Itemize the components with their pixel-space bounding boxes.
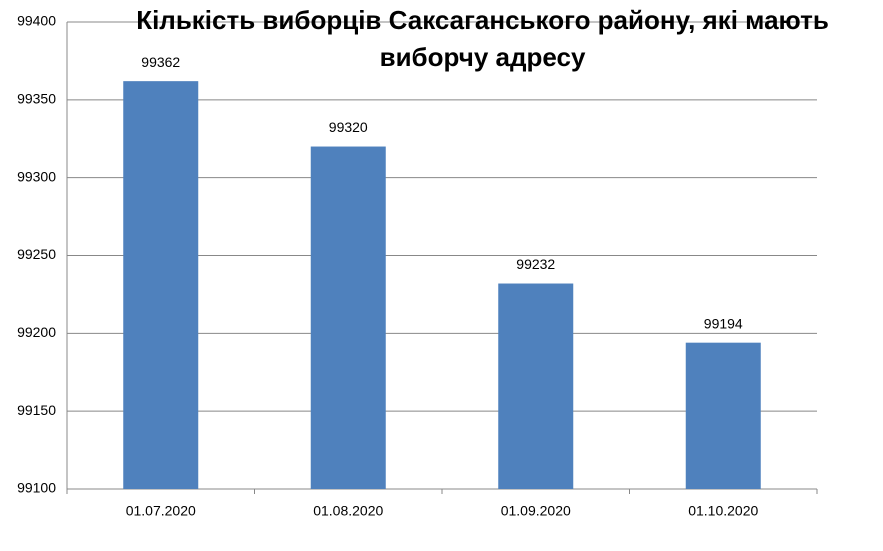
value-label: 99194 xyxy=(704,315,743,331)
y-tick-label: 99100 xyxy=(17,480,56,496)
x-tick-label: 01.08.2020 xyxy=(313,503,383,519)
y-tick-label: 99400 xyxy=(17,13,56,29)
bar xyxy=(498,283,574,489)
bar xyxy=(685,342,761,489)
y-tick-label: 99300 xyxy=(17,168,56,184)
y-tick-label: 99200 xyxy=(17,324,56,340)
value-label: 99232 xyxy=(516,256,555,272)
chart-title: Кількість виборців Саксаганського району… xyxy=(136,5,829,72)
bar xyxy=(310,146,386,490)
y-tick-label: 99250 xyxy=(17,246,56,262)
x-tick-label: 01.09.2020 xyxy=(501,503,571,519)
value-label: 99362 xyxy=(141,54,180,70)
bar xyxy=(123,81,199,490)
x-tick-label: 01.10.2020 xyxy=(688,503,758,519)
x-tick-label: 01.07.2020 xyxy=(126,503,196,519)
y-tick-label: 99350 xyxy=(17,91,56,107)
y-tick-label: 99150 xyxy=(17,402,56,418)
value-label: 99320 xyxy=(329,119,368,135)
